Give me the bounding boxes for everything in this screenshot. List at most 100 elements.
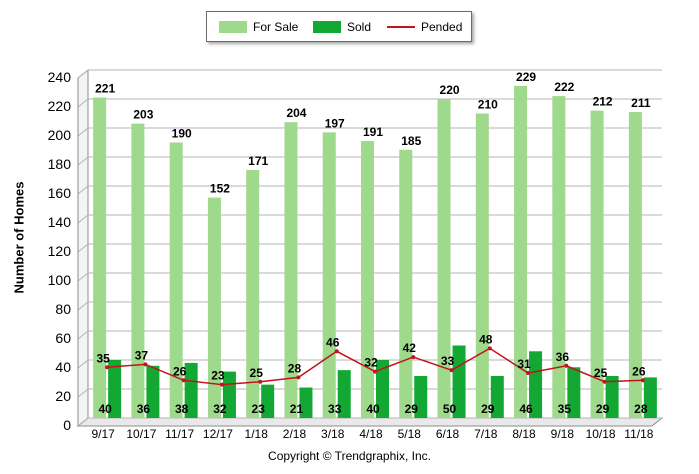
y-tick-label: 0 — [63, 417, 71, 433]
y-gridline-wall — [77, 272, 89, 282]
point-pended — [526, 371, 531, 376]
point-pended — [105, 365, 110, 370]
y-gridline-wall — [77, 359, 89, 369]
x-tick-label: 7/18 — [474, 427, 498, 441]
x-tick-label: 11/17 — [165, 427, 194, 441]
y-tick-label: 200 — [48, 127, 72, 143]
label-for-sale: 152 — [210, 182, 230, 196]
y-gridline-wall — [77, 330, 89, 340]
bar-for-sale — [590, 110, 604, 418]
y-gridline-wall — [77, 301, 89, 311]
point-pended — [449, 368, 454, 373]
point-pended — [411, 355, 416, 360]
y-tick-label: 100 — [48, 272, 72, 288]
bar-sold — [108, 360, 122, 418]
y-tick-label: 20 — [55, 388, 71, 404]
label-sold: 29 — [405, 402, 419, 416]
point-pended — [564, 363, 569, 368]
y-tick-label: 120 — [48, 243, 72, 259]
legend-label-for-sale: For Sale — [253, 20, 299, 34]
label-for-sale: 222 — [554, 80, 574, 94]
label-sold: 36 — [137, 402, 151, 416]
bar-for-sale — [437, 99, 451, 418]
x-tick-label: 9/17 — [91, 427, 115, 441]
label-for-sale: 211 — [631, 96, 651, 110]
bar-sold — [376, 360, 389, 418]
label-pended: 48 — [479, 332, 493, 346]
bar-sold — [529, 351, 543, 418]
label-pended: 26 — [173, 364, 187, 378]
legend-item-sold: Sold — [313, 20, 371, 34]
label-for-sale: 190 — [172, 127, 192, 141]
label-for-sale: 210 — [478, 98, 498, 112]
label-pended: 46 — [326, 335, 340, 349]
label-for-sale: 171 — [248, 154, 268, 168]
y-gridline-wall — [77, 98, 89, 108]
point-pended — [258, 379, 263, 384]
bar-for-sale — [284, 122, 298, 418]
label-for-sale: 185 — [401, 134, 421, 148]
bar-sold — [184, 362, 198, 418]
bar-for-sale — [475, 113, 489, 418]
label-pended: 25 — [594, 366, 608, 380]
point-pended — [219, 382, 224, 387]
bar-sold — [490, 375, 504, 418]
label-for-sale: 220 — [440, 83, 460, 97]
x-tick-label: 5/18 — [398, 427, 422, 441]
x-tick-label: 11/18 — [624, 427, 653, 441]
bar-sold — [261, 384, 275, 418]
label-sold: 38 — [175, 402, 189, 416]
label-pended: 36 — [556, 350, 570, 364]
legend-swatch-sold — [313, 21, 341, 33]
legend-item-pended: Pended — [387, 20, 462, 34]
x-tick-label: 4/18 — [359, 427, 383, 441]
point-pended — [296, 375, 301, 380]
label-pended: 31 — [517, 357, 531, 371]
point-pended — [602, 379, 607, 384]
y-axis-title: Number of Homes — [11, 181, 27, 294]
y-tick-label: 40 — [55, 359, 71, 375]
copyright-text: Copyright © Trendgraphix, Inc. — [268, 449, 431, 463]
y-tick-label: 180 — [48, 156, 72, 172]
label-pended: 33 — [441, 354, 455, 368]
legend-label-sold: Sold — [347, 20, 372, 34]
chart-floor — [76, 417, 664, 427]
x-tick-label: 6/18 — [436, 427, 460, 441]
label-for-sale: 221 — [95, 82, 115, 96]
bar-for-sale — [399, 149, 413, 418]
bar-for-sale — [361, 141, 374, 419]
y-gridline-wall — [77, 214, 89, 224]
label-pended: 35 — [96, 351, 110, 365]
label-sold: 32 — [213, 402, 227, 416]
legend-swatch-for-sale — [219, 21, 247, 33]
y-tick-label: 80 — [55, 301, 71, 317]
legend-label-pended: Pended — [421, 20, 463, 34]
point-pended — [373, 369, 377, 374]
bar-for-sale — [514, 85, 528, 418]
legend: For Sale Sold Pended — [206, 11, 472, 42]
label-sold: 21 — [290, 402, 304, 416]
label-pended: 23 — [211, 369, 225, 383]
label-for-sale: 197 — [325, 116, 345, 130]
bar-sold — [146, 365, 160, 418]
bar-for-sale — [169, 142, 183, 418]
label-pended: 28 — [288, 361, 302, 375]
label-pended: 26 — [632, 364, 646, 378]
bar-for-sale — [93, 97, 107, 419]
x-tick-label: 8/18 — [512, 427, 536, 441]
label-for-sale: 212 — [593, 95, 613, 109]
label-sold: 40 — [366, 402, 380, 416]
y-gridline-wall — [77, 185, 89, 195]
point-pended — [143, 362, 148, 367]
bar-sold — [414, 375, 428, 418]
point-pended — [487, 346, 492, 351]
label-pended: 32 — [364, 356, 378, 370]
label-for-sale: 229 — [516, 70, 536, 84]
label-sold: 35 — [558, 402, 572, 416]
label-sold: 23 — [252, 402, 266, 416]
label-for-sale: 204 — [286, 106, 306, 120]
label-sold: 29 — [481, 402, 495, 416]
bar-for-sale — [552, 96, 566, 418]
bar-sold — [605, 375, 619, 418]
